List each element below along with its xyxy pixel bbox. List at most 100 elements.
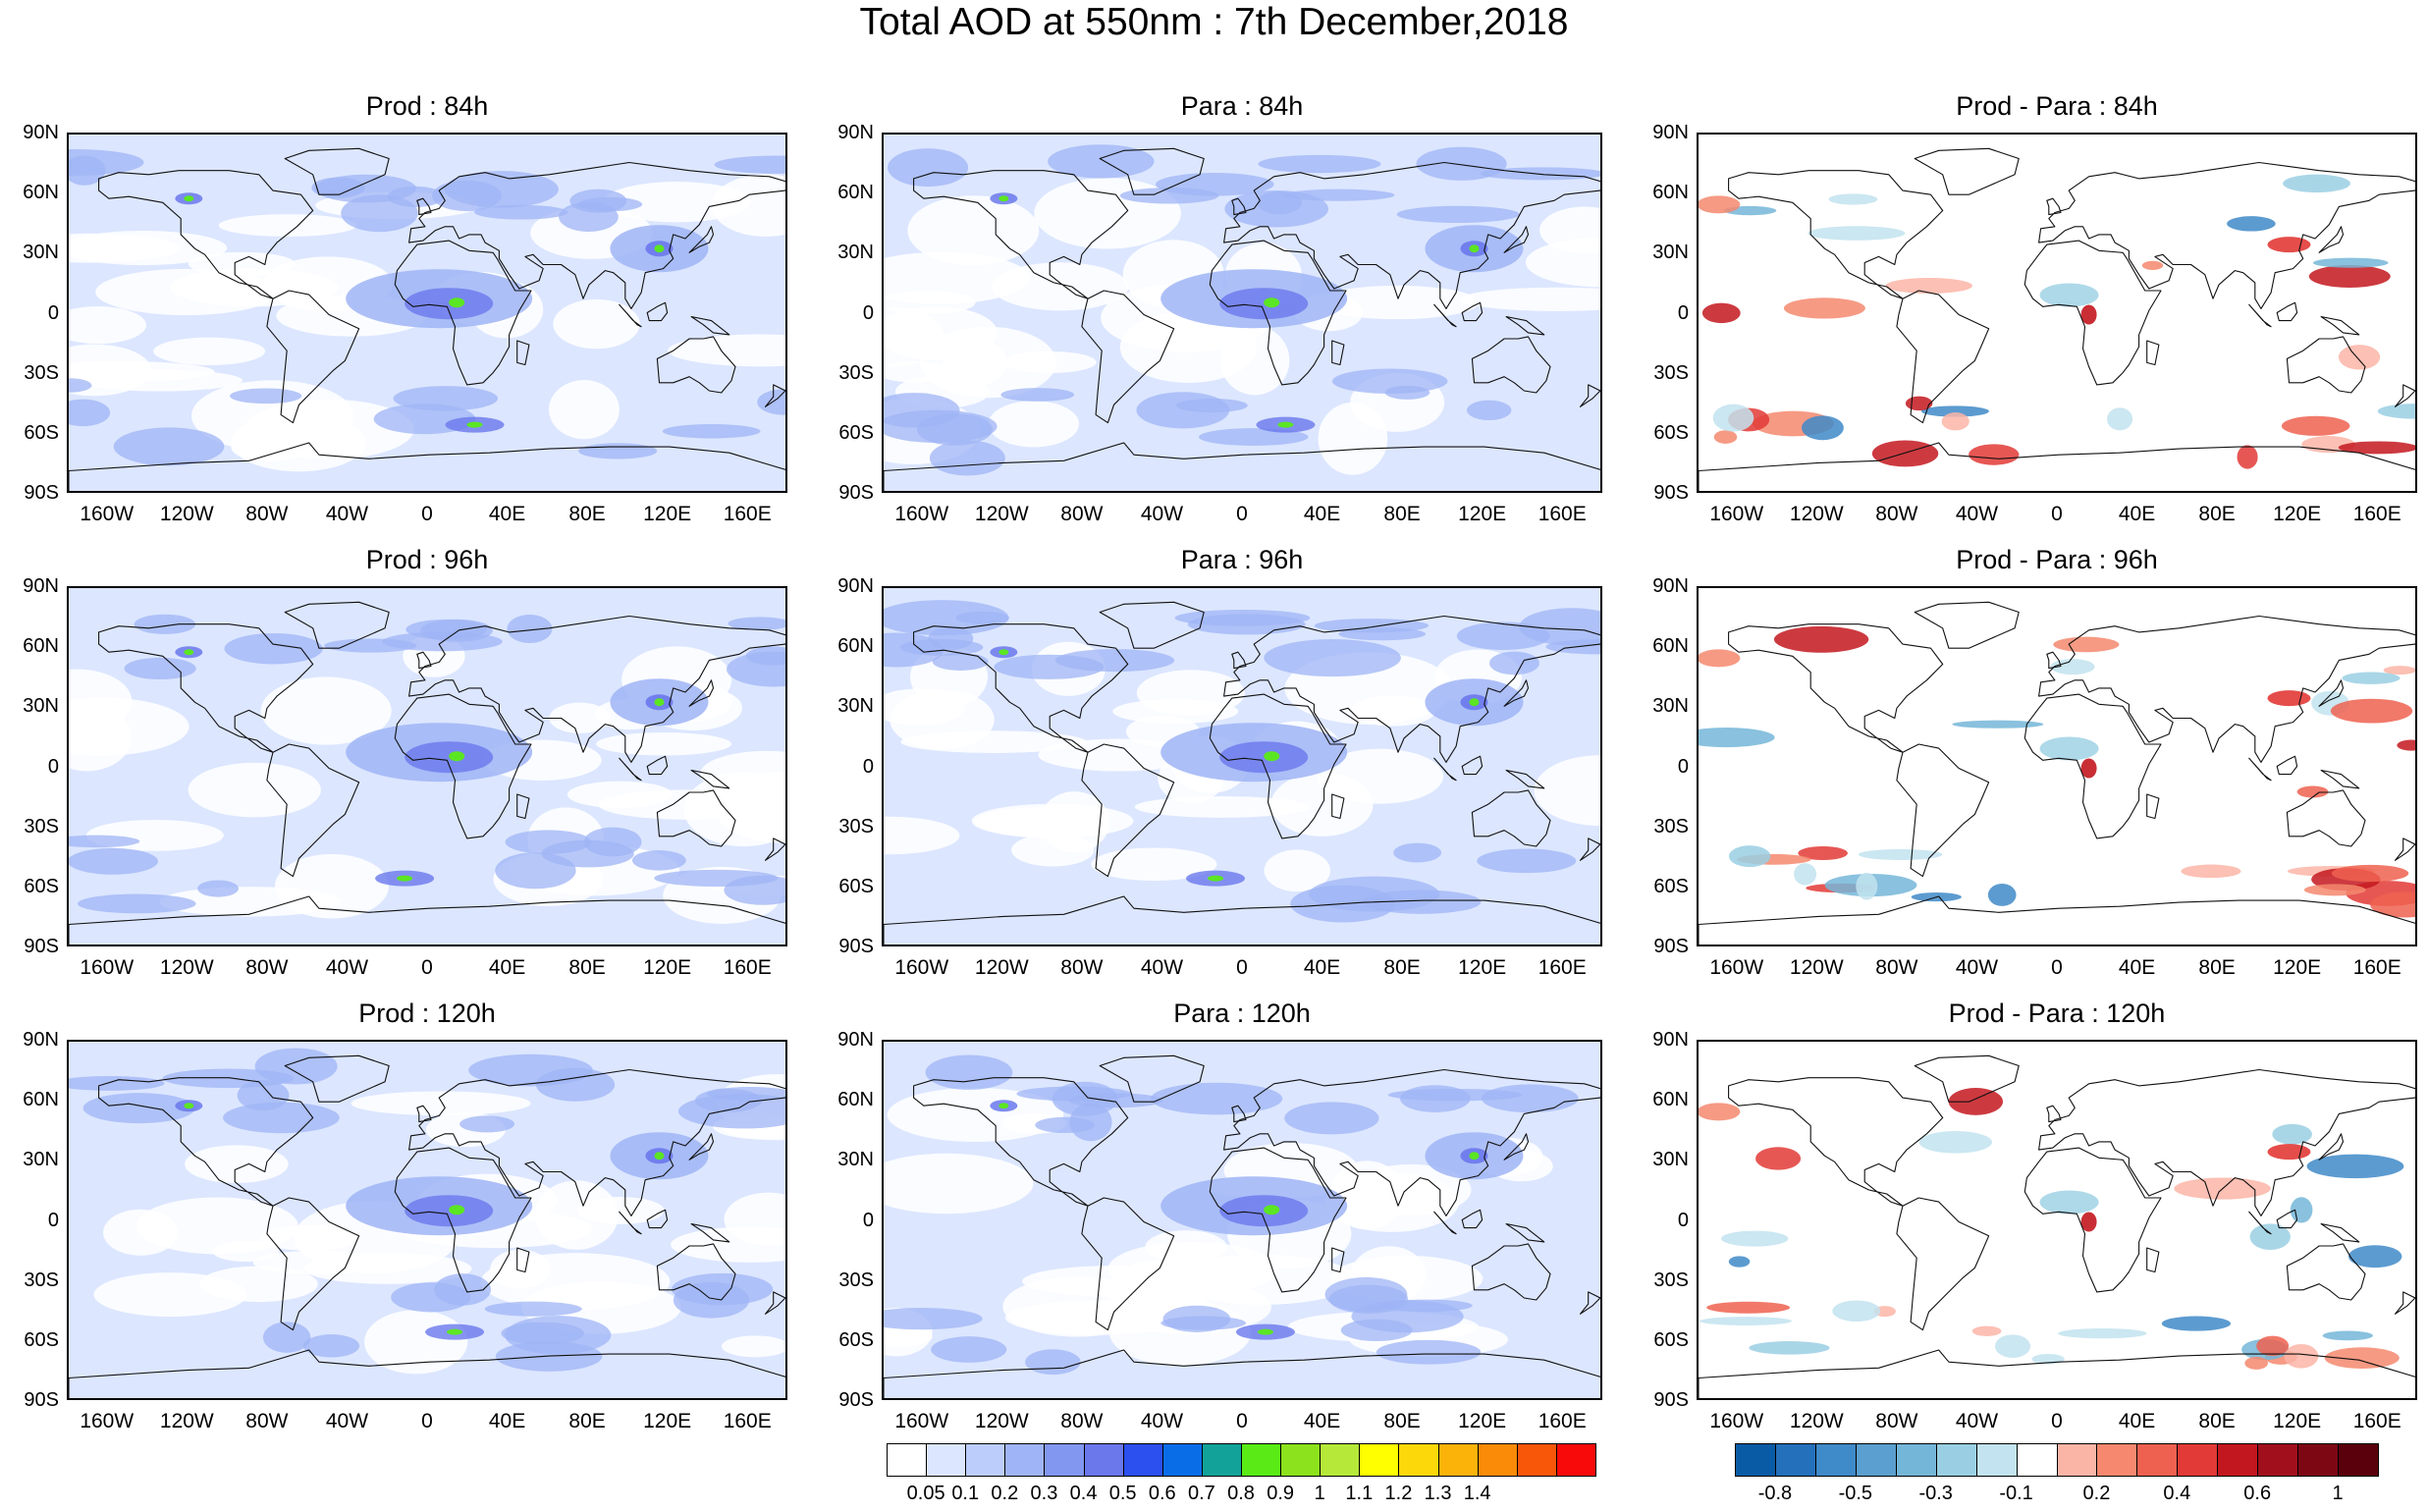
latitude-label: 60N (23, 635, 59, 658)
latitude-label: 90N (1652, 122, 1689, 143)
longitude-label: 0 (2051, 956, 2063, 979)
diff-colorbar-label: 0.2 (2082, 1483, 2111, 1504)
diff-colorbar-swatch (1814, 1443, 1857, 1477)
diff-colorbar-swatch (1855, 1443, 1897, 1477)
aod-colorbar-label: 1.2 (1384, 1483, 1413, 1504)
aod-colorbar-label: 0.7 (1187, 1483, 1215, 1504)
longitude-label: 120W (1789, 1410, 1844, 1432)
longitude-label: 120W (974, 503, 1029, 525)
longitude-label: 160E (723, 1410, 772, 1432)
longitude-label: 0 (421, 503, 433, 525)
longitude-label: 120W (1789, 956, 1844, 979)
longitude-label: 0 (421, 1410, 433, 1432)
longitude-label: 0 (2051, 503, 2063, 525)
longitude-label: 80E (1383, 956, 1421, 979)
latitude-label: 0 (862, 755, 874, 778)
diff-colorbar-swatch (1975, 1443, 2018, 1477)
map-field (69, 1042, 785, 1398)
panel-title: Prod - Para : 120h (1948, 999, 2166, 1028)
aod-colorbar-label: 0.05 (906, 1483, 945, 1504)
longitude-label: 120W (974, 1410, 1029, 1432)
longitude-label: 40W (1955, 503, 1999, 525)
longitude-label: 120E (643, 1410, 692, 1432)
map-field (884, 588, 1600, 945)
aod-colorbar-label: 0.4 (1069, 1483, 1098, 1504)
longitude-label: 160W (894, 503, 949, 525)
longitude-label: 40E (2118, 503, 2156, 525)
aod-colorbar-label: 0.5 (1108, 1483, 1137, 1504)
map-field (884, 1042, 1600, 1398)
longitude-label: 120W (159, 503, 214, 525)
longitude-label: 160E (1538, 1410, 1587, 1432)
longitude-label: 160W (80, 1410, 135, 1432)
aod-colorbar-swatch (1122, 1443, 1163, 1477)
latitude-label: 0 (862, 1209, 874, 1231)
map-field (1699, 588, 2415, 945)
longitude-label: 40E (1303, 956, 1341, 979)
longitude-label: 160W (894, 1410, 949, 1432)
diff-colorbar-label: 1 (2332, 1483, 2344, 1504)
longitude-label: 80E (2198, 1410, 2236, 1432)
latitude-label: 60N (837, 1089, 874, 1111)
longitude-label: 40E (488, 1410, 526, 1432)
aod-colorbar: 0.05 0.1 0.2 0.3 0.4 0.5 0.6 0.7 0.8 0.9 1 1.1 1.2 1.… (887, 1443, 1596, 1512)
longitude-label: 40W (1140, 956, 1184, 979)
longitude-label: 120W (1789, 503, 1844, 525)
longitude-label: 40E (1303, 503, 1341, 525)
longitude-label: 120E (2273, 1410, 2322, 1432)
diff-colorbar-label: -0.8 (1757, 1483, 1793, 1504)
latitude-label: 90S (24, 1389, 59, 1411)
latitude-label: 30N (1652, 1149, 1689, 1171)
latitude-label: 90N (23, 575, 59, 597)
latitude-label: 60S (1653, 1328, 1689, 1351)
latitude-label: 30S (1653, 1269, 1689, 1291)
longitude-label: 120E (1458, 503, 1507, 525)
panel-title: Para : 84h (1180, 91, 1304, 121)
longitude-label: 80W (1875, 503, 1918, 525)
panel-title: Prod - Para : 96h (1956, 545, 2158, 574)
longitude-label: 40W (1140, 1410, 1184, 1432)
longitude-label: 0 (2051, 1410, 2063, 1432)
diff-colorbar-swatch (2177, 1443, 2219, 1477)
longitude-label: 80W (1875, 956, 1918, 979)
aod-colorbar-label: 1 (1314, 1483, 1325, 1504)
aod-colorbar-swatch (1320, 1443, 1361, 1477)
longitude-label: 80W (1060, 956, 1104, 979)
longitude-label: 160E (1538, 956, 1587, 979)
panel-title: Prod - Para : 84h (1956, 91, 2158, 121)
map-area (67, 133, 787, 493)
panel-title: Para : 96h (1180, 545, 1304, 574)
latitude-label: 30N (837, 695, 874, 718)
map-area (1697, 1040, 2417, 1400)
diff-colorbar-label: -0.1 (1999, 1483, 2033, 1504)
aod-colorbar-label: 0.2 (991, 1483, 1019, 1504)
aod-colorbar-swatch (1241, 1443, 1282, 1477)
aod-colorbar-swatch (1437, 1443, 1479, 1477)
longitude-label: 120E (643, 503, 692, 525)
latitude-label: 30S (1653, 361, 1689, 384)
latitude-label: 90S (24, 936, 59, 957)
latitude-label: 60S (24, 875, 59, 897)
aod-colorbar-swatch (1555, 1443, 1596, 1477)
diff-colorbar-swatch (2096, 1443, 2138, 1477)
aod-colorbar-label: 0.3 (1030, 1483, 1058, 1504)
latitude-label: 90S (838, 936, 874, 957)
aod-colorbar-swatch (926, 1443, 967, 1477)
longitude-label: 80W (1060, 503, 1104, 525)
map-area (67, 586, 787, 946)
latitude-label: 60S (1653, 421, 1689, 444)
longitude-label: 120W (159, 1410, 214, 1432)
diff-colorbar-swatch (2338, 1443, 2379, 1477)
longitude-label: 80E (568, 503, 606, 525)
diff-colorbar-label: -0.5 (1838, 1483, 1873, 1504)
longitude-label: 160E (1538, 503, 1587, 525)
main-title: Total AOD at 550nm : 7th December,2018 (859, 1, 1569, 43)
panel-title: Prod : 120h (358, 999, 496, 1028)
aod-colorbar-swatch (965, 1443, 1006, 1477)
longitude-label: 120W (159, 956, 214, 979)
latitude-label: 60N (837, 635, 874, 658)
latitude-label: 90N (837, 575, 874, 597)
latitude-label: 60S (838, 875, 874, 897)
latitude-label: 60N (837, 182, 874, 204)
diff-colorbar-swatch (2257, 1443, 2299, 1477)
